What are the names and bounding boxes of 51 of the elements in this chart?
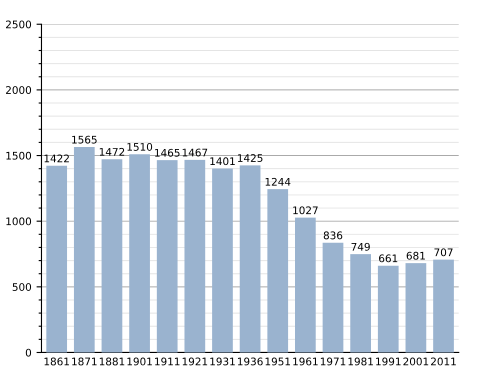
x-tick-label: 1981	[348, 358, 373, 366]
data-label: 1565	[72, 136, 97, 144]
bar	[406, 263, 426, 352]
x-tick-label: 1911	[155, 358, 180, 366]
bar	[378, 266, 399, 352]
y-tick-label: 2500	[6, 20, 32, 28]
data-label: 749	[352, 242, 370, 251]
data-label: 1472	[100, 148, 124, 156]
x-tick-label: 1961	[293, 358, 318, 366]
x-tick-label: 1901	[127, 358, 152, 366]
data-label: 1425	[238, 154, 262, 162]
data-label: 1401	[210, 157, 235, 166]
x-tick-label: 1861	[44, 358, 69, 366]
bar	[240, 165, 260, 352]
data-label: 1422	[44, 154, 69, 162]
x-tick-label: 1881	[100, 358, 124, 366]
bar	[350, 254, 371, 352]
x-tick-label: 1991	[376, 358, 401, 366]
bar	[295, 218, 316, 352]
y-tick-label: 500	[12, 283, 32, 291]
bar	[267, 189, 288, 352]
data-label: 1467	[182, 148, 208, 156]
y-tick-label: 1500	[6, 152, 32, 160]
bar	[322, 242, 344, 352]
x-tick-label: 1871	[72, 358, 97, 366]
bar	[102, 159, 122, 352]
bar	[129, 154, 150, 352]
data-label: 1465	[155, 148, 180, 157]
y-tick-label: 0	[26, 348, 32, 357]
x-tick-label: 1921	[182, 358, 208, 366]
y-tick-label: 1000	[6, 217, 32, 226]
bar	[184, 160, 206, 352]
bar	[433, 260, 454, 352]
data-label: 681	[406, 252, 425, 260]
bar	[156, 160, 178, 352]
data-label: 1510	[127, 142, 152, 151]
x-tick-label: 1971	[320, 358, 346, 366]
data-label: 661	[379, 254, 398, 262]
data-label: 1244	[266, 178, 290, 186]
bar	[212, 168, 233, 352]
data-label: 707	[434, 248, 453, 256]
x-tick-label: 1936	[238, 358, 263, 366]
x-tick-label: 2011	[431, 358, 456, 366]
data-label: 1027	[293, 206, 318, 214]
y-tick-label: 2000	[6, 86, 32, 94]
x-tick-label: 1931	[210, 358, 235, 366]
data-label: 836	[324, 231, 342, 240]
x-tick-label: 2001	[403, 358, 428, 366]
bar	[74, 147, 95, 352]
x-tick-label: 1951	[266, 358, 290, 366]
bar	[46, 166, 68, 352]
